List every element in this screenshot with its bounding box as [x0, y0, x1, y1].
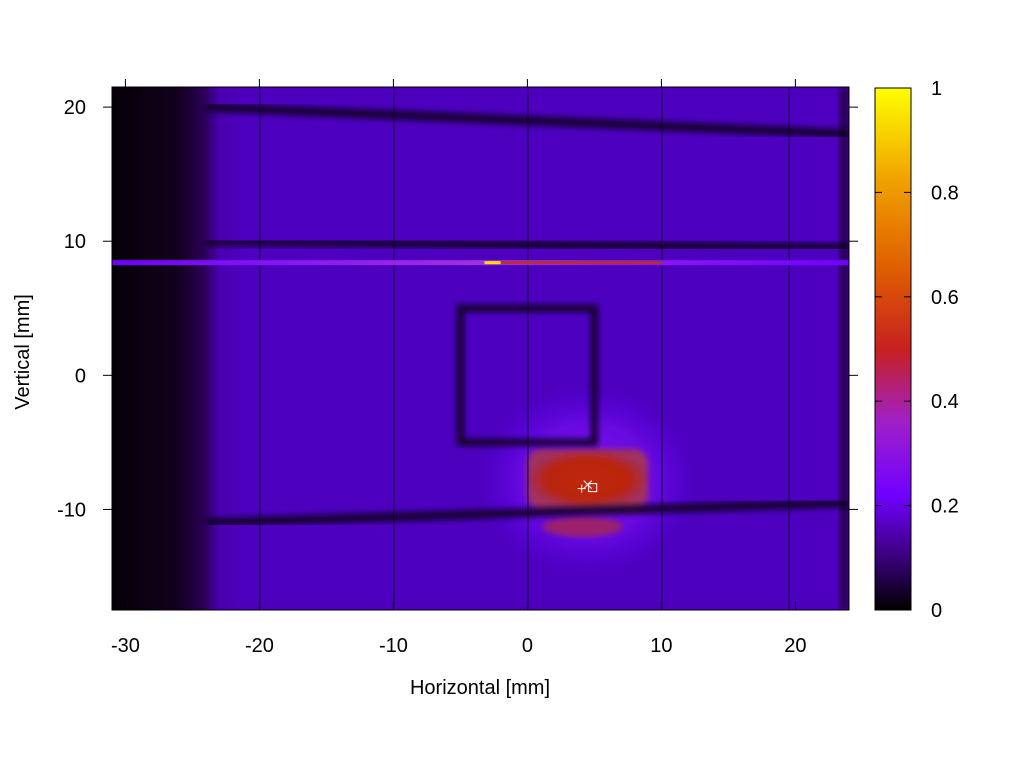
center-cross-marker — [583, 480, 593, 489]
y-axis-label: Vertical [mm] — [12, 294, 34, 410]
y-tick-label: 0 — [75, 365, 86, 387]
colorbar-gradient — [874, 87, 912, 611]
x-tick-label: -10 — [379, 635, 408, 657]
colorbar-tick-label: 0.4 — [931, 391, 959, 413]
grid-wire-vertical — [388, 87, 399, 610]
x-axis-label: Horizontal [mm] — [410, 677, 550, 699]
beam-spot — [527, 449, 648, 510]
grid-wire-vertical — [254, 87, 265, 610]
colorbar-tick-label: 0.8 — [931, 182, 959, 204]
y-tick-label: -10 — [57, 499, 86, 521]
grid-wire-vertical — [784, 87, 795, 610]
x-tick-label: -30 — [111, 635, 140, 657]
dark-left-edge — [112, 87, 220, 610]
grid-wire-horizontal — [205, 498, 849, 528]
dark-right-edge — [839, 87, 849, 610]
colorbar-ticks: 0 0.2 0.4 0.6 0.8 1 — [875, 78, 959, 622]
square-marker — [456, 304, 598, 446]
grid-wire-horizontal — [205, 236, 849, 253]
y-axis: -10 0 10 20 — [57, 97, 858, 521]
x-axis: -30 -20 -10 0 10 20 — [111, 79, 807, 657]
hot-line-warm-segment — [500, 261, 662, 265]
x-tick-label: 20 — [784, 635, 806, 657]
hot-line-peak — [484, 261, 501, 265]
x-tick-label: 0 — [522, 635, 533, 657]
grid-wire-vertical — [656, 87, 667, 610]
beam-spot-tail — [542, 516, 623, 537]
heatmap-plot-area — [112, 87, 849, 610]
x-tick-label: 10 — [650, 635, 672, 657]
colorbar-tick-label: 0.2 — [931, 496, 959, 518]
colorbar-tick-label: 1 — [931, 78, 942, 100]
colorbar-tick-label: 0.6 — [931, 287, 959, 309]
grid-wire-horizontal — [205, 102, 849, 139]
center-square-marker — [588, 483, 598, 493]
colorbar: 0 0.2 0.4 0.6 0.8 1 — [874, 78, 959, 622]
y-tick-label: 10 — [64, 231, 86, 253]
grid-wire-vertical — [522, 87, 533, 610]
x-tick-label: -20 — [245, 635, 274, 657]
colorbar-tick-label: 0 — [931, 600, 942, 622]
plot-frame — [111, 86, 850, 611]
y-tick-label: 20 — [64, 97, 86, 119]
hot-line — [112, 260, 849, 266]
